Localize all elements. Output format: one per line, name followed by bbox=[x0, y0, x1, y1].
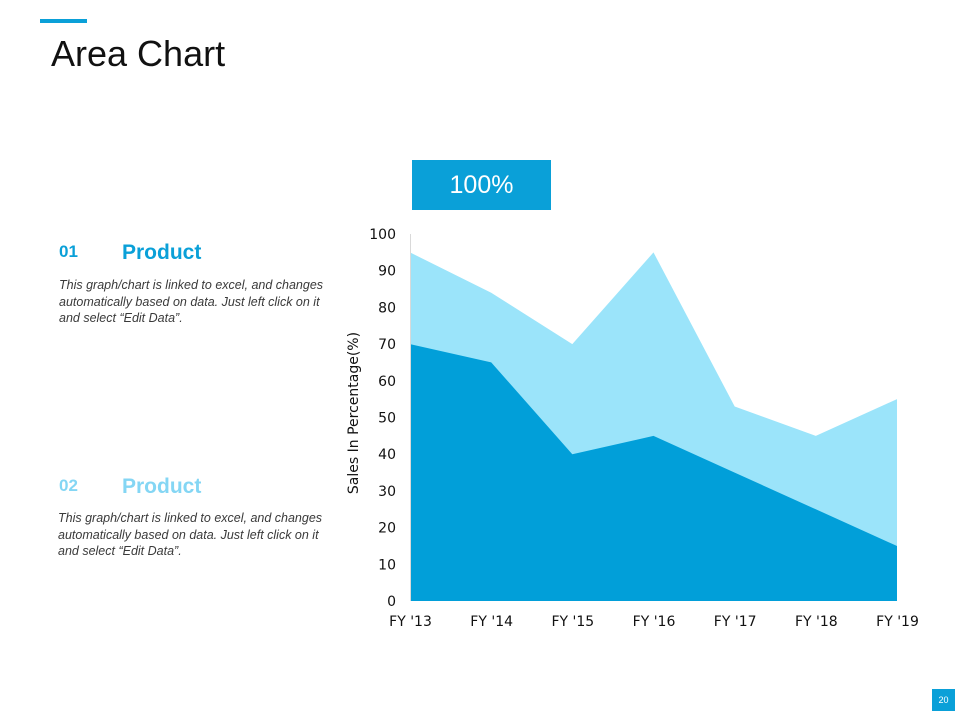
y-tick-label: 50 bbox=[378, 411, 396, 427]
y-tick-label: 10 bbox=[378, 557, 396, 573]
item-heading-02: Product bbox=[122, 475, 202, 498]
y-tick-label: 60 bbox=[378, 374, 396, 390]
x-tick-label: FY '16 bbox=[633, 614, 676, 630]
slide-title: Area Chart bbox=[51, 33, 226, 74]
y-tick-label: 90 bbox=[378, 264, 396, 280]
y-axis-title: Sales In Percentage(%) bbox=[346, 332, 362, 494]
x-tick-label: FY '17 bbox=[714, 614, 757, 630]
y-tick-label: 0 bbox=[387, 594, 396, 610]
x-tick-label: FY '13 bbox=[389, 614, 432, 630]
item-number-02: 02 bbox=[59, 476, 78, 495]
area-series-2 bbox=[410, 344, 897, 601]
y-tick-label: 80 bbox=[378, 300, 396, 316]
page-number-badge: 20 bbox=[932, 689, 955, 711]
item-description-01: This graph/chart is linked to excel, and… bbox=[59, 278, 324, 325]
x-tick-label: FY '18 bbox=[795, 614, 838, 630]
percentage-callout: 100% bbox=[412, 160, 551, 210]
y-tick-label: 100 bbox=[369, 227, 396, 243]
item-description-02: This graph/chart is linked to excel, and… bbox=[58, 511, 323, 558]
x-tick-label: FY '19 bbox=[876, 614, 919, 630]
item-heading-01: Product bbox=[122, 241, 202, 264]
y-tick-label: 70 bbox=[378, 337, 396, 353]
title-accent-bar bbox=[40, 19, 87, 23]
y-tick-label: 20 bbox=[378, 521, 396, 537]
item-number-01: 01 bbox=[59, 242, 78, 261]
x-tick-label: FY '14 bbox=[470, 614, 513, 630]
x-tick-label: FY '15 bbox=[551, 614, 594, 630]
y-tick-label: 30 bbox=[378, 484, 396, 500]
y-tick-label: 40 bbox=[378, 447, 396, 463]
